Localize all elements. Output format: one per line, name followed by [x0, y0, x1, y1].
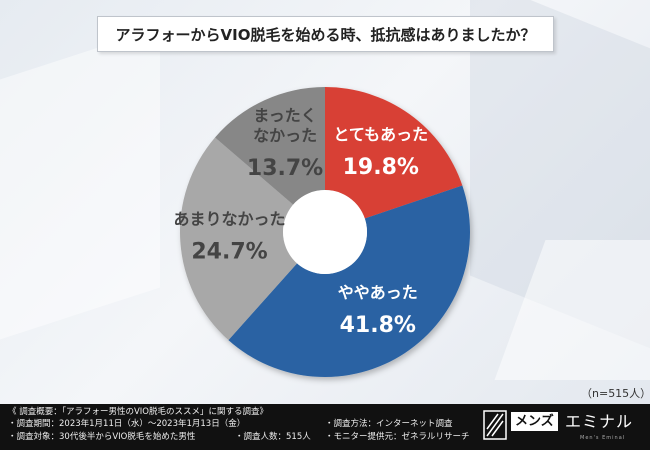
survey-method: ・調査方法：インターネット調査: [325, 419, 453, 429]
brand-logo-icon: [483, 410, 507, 440]
donut-slice: [180, 137, 298, 341]
brand-logo-box: メンズ: [511, 412, 558, 431]
slice-percent-label: 19.8%: [343, 155, 419, 180]
donut-center: [283, 190, 367, 274]
survey-overview: 《 調査概要：「アラフォー男性のVIO脱毛のススメ」に関する調査》: [8, 407, 268, 417]
monitor-provider: ・モニター提供元：ゼネラルリサーチ: [325, 432, 470, 442]
slice-label: とてもあった: [333, 125, 428, 144]
donut-slice: [228, 185, 470, 377]
slice-percent-label: 24.7%: [191, 239, 267, 264]
sample-size-note: （n=515人）: [581, 387, 650, 400]
donut-slices: [180, 87, 470, 377]
donut-slice: [215, 87, 325, 205]
brand-logo-text: エミナル: [565, 412, 634, 431]
slice-label: あまりなかった: [174, 209, 286, 228]
slice-label: ややあった: [338, 283, 418, 302]
donut-slice: [325, 87, 463, 219]
survey-footer: 《 調査概要：「アラフォー男性のVIO脱毛のススメ」に関する調査》 ・調査期間：…: [0, 404, 650, 450]
slice-label: まったく: [253, 106, 316, 125]
slice-label: なかった: [253, 126, 317, 145]
slice-percent-label: 41.8%: [340, 313, 416, 338]
survey-count: ・調査人数：515人: [235, 432, 311, 442]
survey-period: ・調査期間：2023年1月11日（水）〜2023年1月13日（金）: [8, 419, 246, 429]
chart-title: アラフォーからVIO脱毛を始める時、抵抗感はありましたか？: [97, 16, 554, 52]
brand-logo-subtitle: Men's Eminal: [580, 435, 626, 441]
slice-percent-label: 13.7%: [247, 156, 323, 181]
survey-target: ・調査対象：30代後半からVIO脱毛を始めた男性: [8, 432, 196, 442]
